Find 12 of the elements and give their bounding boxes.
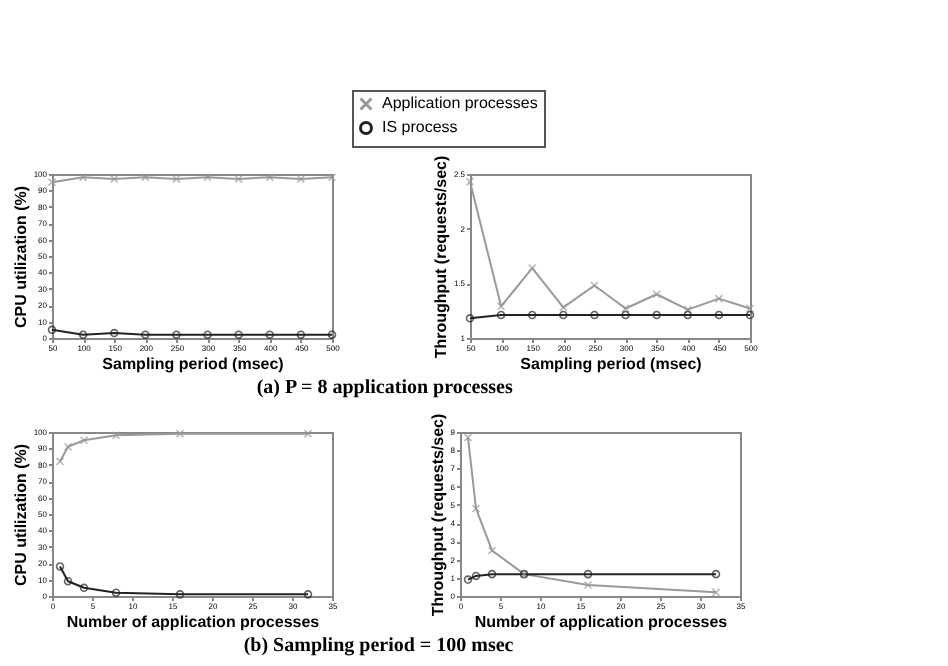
y-axis-title: CPU utilization (%) (11, 185, 30, 329)
y-axis-title: Throughput (requests/sec) (431, 154, 450, 359)
x-axis-title: Number of application processes (474, 613, 729, 631)
y-axis-title: Throughput (requests/sec) (428, 412, 447, 617)
text: (b) Sampling period = 100 msec (243, 635, 515, 657)
x-axis-title: Sampling period (msec) (102, 355, 285, 373)
legend-label: IS process (382, 118, 458, 136)
legend-label: Application processes (382, 94, 538, 112)
x-axis-title: Number of application processes (66, 613, 321, 631)
text: (a) P = 8 application processes (256, 377, 513, 399)
x-axis-title: Sampling period (msec) (520, 355, 703, 373)
y-axis-title: CPU utilization (%) (11, 443, 30, 587)
